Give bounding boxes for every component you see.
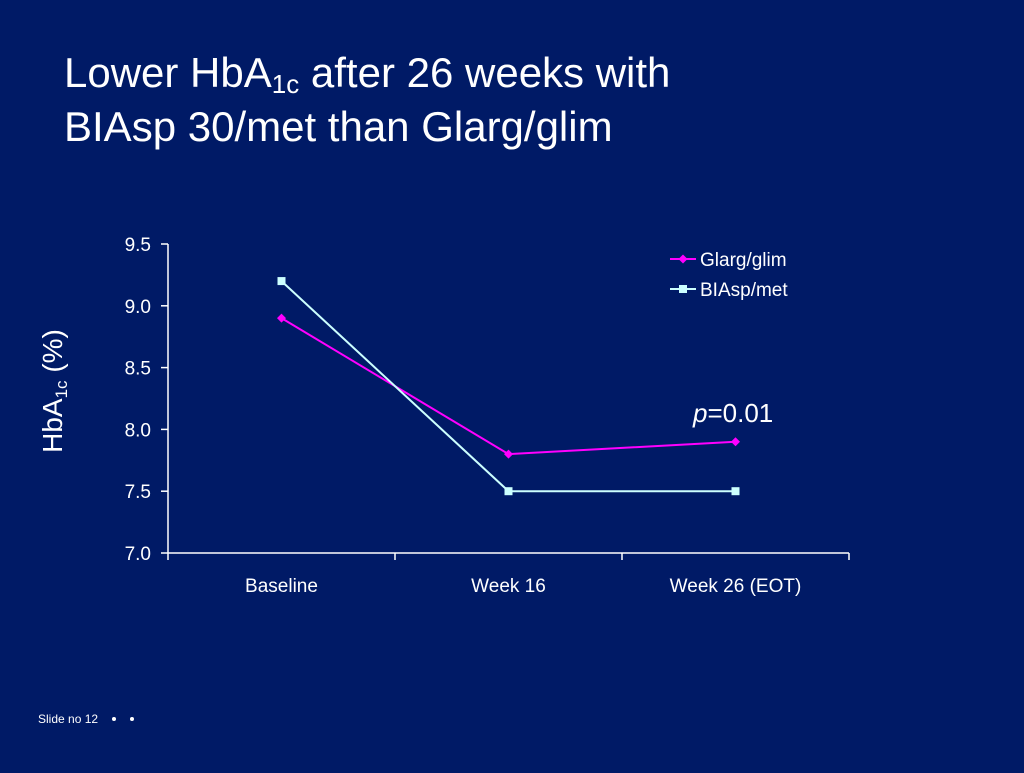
data-point-square [504, 487, 513, 496]
slide-number: Slide no 12 [38, 712, 99, 726]
p-value-text: =0.01 [707, 398, 774, 428]
y-tick-label: 9.0 [125, 297, 151, 318]
title-text-part1: Lower HbA [64, 49, 272, 96]
x-tick-label: Week 16 [471, 576, 546, 597]
slide-title: Lower HbA1c after 26 weeks with BIAsp 30… [64, 46, 670, 154]
x-tick-label: Baseline [245, 576, 318, 597]
series-line [280, 280, 736, 493]
title-text-part2: after 26 weeks with [299, 49, 671, 96]
p-value-annotation: p=0.01 [693, 398, 773, 429]
legend-marker-diamond [678, 254, 688, 264]
y-tick-label: 9.5 [125, 235, 151, 256]
legend-marker-square [679, 285, 687, 293]
title-text-line2: BIAsp 30/met than Glarg/glim [64, 103, 613, 150]
legend-label: BIAsp/met [700, 280, 788, 301]
data-point-square [731, 487, 740, 496]
legend-label: Glarg/glim [700, 250, 787, 271]
slide-footer: Slide no 12 [38, 712, 135, 726]
y-tick-label: 7.5 [125, 482, 151, 503]
data-point-diamond [277, 313, 286, 323]
data-point-diamond [504, 449, 513, 459]
series-line [280, 317, 736, 456]
title-subscript: 1c [271, 69, 300, 99]
footer-dot-icon [112, 717, 117, 721]
y-tick-label: 7.0 [125, 544, 151, 565]
footer-dot-icon [130, 717, 135, 721]
y-tick-label: 8.0 [125, 420, 151, 441]
x-tick-label: Week 26 (EOT) [670, 576, 802, 597]
data-point-square [277, 277, 286, 286]
data-point-diamond [731, 437, 740, 447]
y-tick-label: 8.5 [125, 359, 151, 380]
p-value-italic: p [693, 398, 708, 428]
